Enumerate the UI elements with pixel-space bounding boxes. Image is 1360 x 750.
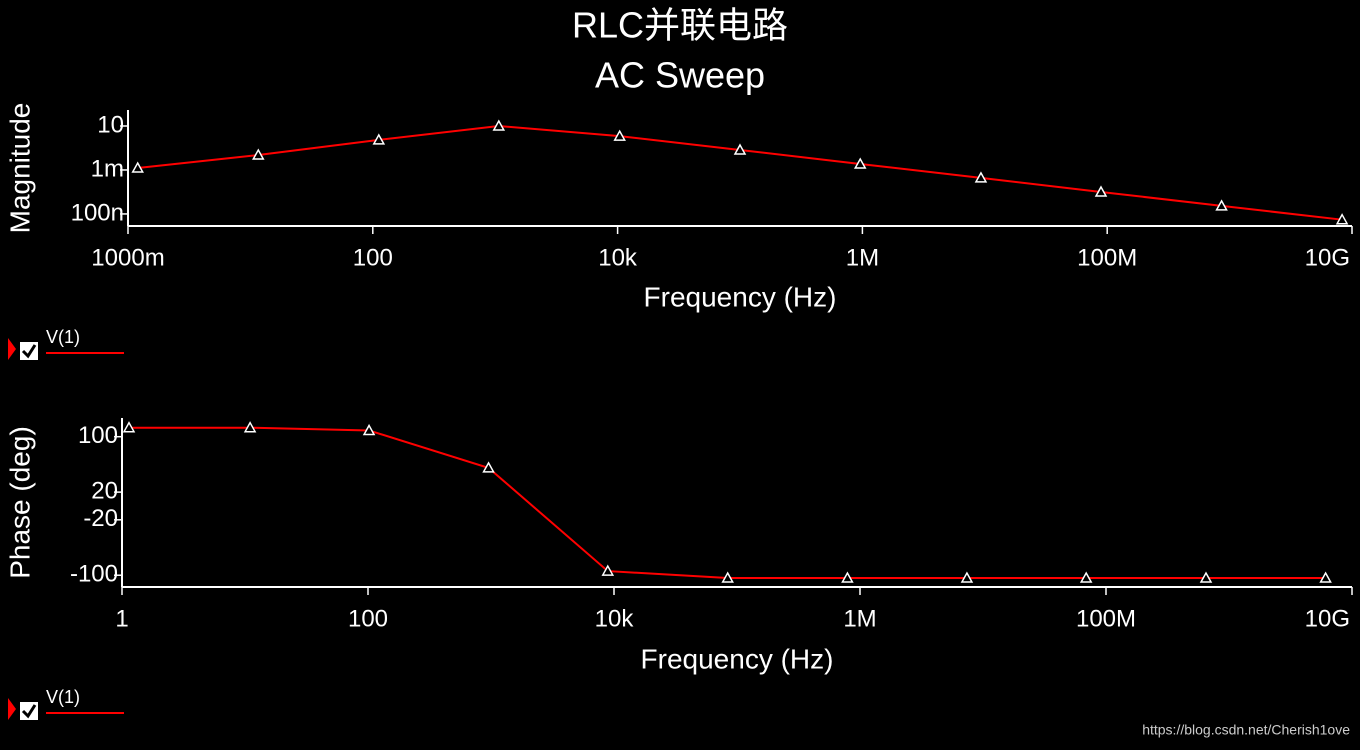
legend-check — [21, 344, 37, 359]
y-tick-label: 20 — [91, 477, 118, 504]
y-axis-label: Magnitude — [4, 103, 35, 234]
x-tick-label: 1000m — [91, 244, 164, 271]
point-marker — [613, 129, 626, 141]
y-tick-label: -20 — [83, 505, 118, 532]
point-marker — [492, 119, 506, 131]
point-marker — [131, 161, 144, 173]
x-tick-label: 10k — [595, 605, 635, 632]
point-marker — [1079, 571, 1093, 583]
y-axis-label: Phase (deg) — [4, 426, 35, 579]
x-tick-label: 1 — [115, 605, 128, 632]
legend-checkbox — [20, 342, 38, 360]
point-marker — [733, 143, 747, 155]
legend-arrow — [8, 338, 16, 360]
y-tick-label: 100n — [71, 199, 124, 226]
x-tick-label: 100 — [353, 244, 393, 271]
point-marker — [482, 461, 495, 473]
point-marker — [1215, 199, 1228, 211]
point-marker — [243, 421, 257, 433]
y-tick-label: 100 — [78, 422, 118, 449]
title: RLC并联电路 — [572, 5, 788, 46]
legend-label: V(1) — [46, 327, 80, 347]
point-marker — [1319, 571, 1332, 583]
legend-label: V(1) — [46, 687, 80, 707]
x-tick-label: 10G — [1305, 244, 1350, 271]
x-axis-label: Frequency (Hz) — [641, 643, 834, 674]
y-tick-label: 1m — [91, 155, 124, 182]
legend-arrow — [8, 698, 16, 720]
point-marker — [841, 571, 854, 583]
point-marker — [601, 564, 615, 576]
point-marker — [853, 157, 867, 169]
x-tick-label: 100 — [348, 605, 388, 632]
x-tick-label: 10k — [598, 244, 638, 271]
point-marker — [372, 133, 386, 145]
x-tick-label: 1M — [846, 244, 879, 271]
series-line — [137, 124, 1343, 221]
y-tick-label: 10 — [97, 111, 124, 138]
series-line — [128, 426, 1326, 579]
point-marker — [362, 423, 376, 436]
x-tick-label: 100M — [1076, 605, 1136, 632]
point-marker — [122, 421, 136, 433]
watermark: https://blog.csdn.net/Cherish1ove — [1142, 722, 1350, 738]
x-axis-label: Frequency (Hz) — [644, 281, 837, 312]
legend-check — [21, 704, 37, 719]
y-tick-label: -100 — [70, 561, 118, 588]
point-marker — [960, 571, 974, 583]
x-tick-label: 10G — [1305, 605, 1350, 632]
point-marker — [252, 148, 265, 160]
point-marker — [1094, 185, 1108, 197]
point-marker — [1335, 213, 1349, 225]
point-marker — [974, 171, 988, 183]
x-tick-label: 100M — [1077, 244, 1137, 271]
point-marker — [1199, 571, 1213, 583]
x-tick-label: 1M — [843, 605, 876, 632]
legend-checkbox — [20, 702, 38, 720]
point-marker — [721, 571, 734, 583]
subtitle: AC Sweep — [595, 55, 765, 96]
